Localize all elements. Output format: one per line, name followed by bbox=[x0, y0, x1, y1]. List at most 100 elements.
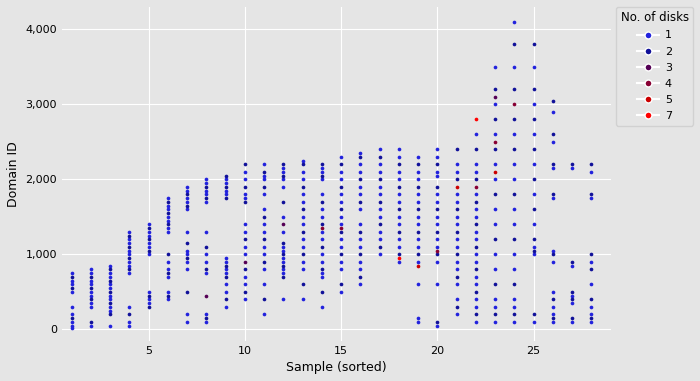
Point bbox=[432, 323, 443, 329]
Point bbox=[412, 281, 423, 287]
Point bbox=[432, 221, 443, 227]
Point bbox=[258, 236, 270, 242]
Point bbox=[412, 191, 423, 197]
Point bbox=[566, 293, 578, 299]
Point bbox=[297, 169, 308, 175]
Point bbox=[432, 169, 443, 175]
Point bbox=[489, 251, 500, 258]
Point bbox=[278, 248, 289, 254]
Point bbox=[278, 162, 289, 168]
Point bbox=[489, 131, 500, 138]
Point bbox=[451, 236, 462, 242]
Point bbox=[412, 184, 423, 190]
Point bbox=[239, 259, 251, 265]
Point bbox=[374, 244, 385, 250]
Point bbox=[316, 162, 328, 168]
Point bbox=[104, 285, 116, 291]
Point bbox=[335, 251, 346, 258]
Point bbox=[393, 251, 405, 258]
Point bbox=[470, 116, 482, 122]
Point bbox=[566, 296, 578, 303]
Point bbox=[412, 259, 423, 265]
Point bbox=[355, 221, 366, 227]
Point bbox=[355, 207, 366, 213]
Point bbox=[393, 162, 405, 168]
Point bbox=[239, 281, 251, 287]
Point bbox=[297, 266, 308, 272]
Point bbox=[239, 289, 251, 295]
Point bbox=[258, 214, 270, 220]
Point bbox=[201, 266, 212, 272]
Point bbox=[355, 244, 366, 250]
Point bbox=[470, 304, 482, 310]
Point bbox=[143, 293, 154, 299]
Point bbox=[297, 244, 308, 250]
Point bbox=[143, 289, 154, 295]
Point bbox=[220, 281, 231, 287]
Point bbox=[220, 176, 231, 182]
Point bbox=[393, 146, 405, 152]
Point bbox=[181, 187, 193, 194]
Point bbox=[489, 139, 500, 145]
Point bbox=[124, 229, 135, 235]
Point bbox=[124, 319, 135, 325]
Point bbox=[201, 319, 212, 325]
Point bbox=[432, 281, 443, 287]
Point bbox=[297, 229, 308, 235]
Point bbox=[547, 109, 559, 115]
Point bbox=[355, 154, 366, 160]
Point bbox=[566, 289, 578, 295]
Point bbox=[586, 266, 597, 272]
Point bbox=[124, 259, 135, 265]
Point bbox=[85, 300, 97, 306]
Point bbox=[181, 203, 193, 209]
Point bbox=[432, 229, 443, 235]
Point bbox=[143, 251, 154, 258]
Point bbox=[181, 311, 193, 317]
Point bbox=[239, 221, 251, 227]
Point bbox=[124, 266, 135, 272]
Point bbox=[432, 214, 443, 220]
Point bbox=[124, 304, 135, 310]
Point bbox=[489, 146, 500, 152]
Point bbox=[528, 311, 539, 317]
Point bbox=[143, 225, 154, 231]
Point bbox=[374, 169, 385, 175]
Point bbox=[509, 296, 520, 303]
Point bbox=[509, 86, 520, 93]
Point bbox=[528, 176, 539, 182]
Point bbox=[489, 101, 500, 107]
Point bbox=[278, 165, 289, 171]
Point bbox=[432, 162, 443, 168]
Point bbox=[66, 325, 77, 331]
Point bbox=[278, 263, 289, 269]
Point bbox=[470, 319, 482, 325]
Point bbox=[412, 169, 423, 175]
Point bbox=[470, 131, 482, 138]
Point bbox=[278, 244, 289, 250]
Point bbox=[470, 176, 482, 182]
Point bbox=[470, 146, 482, 152]
Point bbox=[201, 270, 212, 276]
Point bbox=[297, 236, 308, 242]
Point bbox=[316, 176, 328, 182]
Point bbox=[201, 259, 212, 265]
Point bbox=[143, 240, 154, 246]
Point bbox=[509, 281, 520, 287]
Point bbox=[278, 240, 289, 246]
Point bbox=[66, 274, 77, 280]
Point bbox=[104, 293, 116, 299]
Point bbox=[104, 263, 116, 269]
Point bbox=[470, 236, 482, 242]
Point bbox=[162, 266, 174, 272]
Point bbox=[239, 184, 251, 190]
Point bbox=[586, 191, 597, 197]
Point bbox=[412, 214, 423, 220]
Point bbox=[393, 154, 405, 160]
Point bbox=[85, 281, 97, 287]
Point bbox=[470, 281, 482, 287]
Point bbox=[489, 64, 500, 70]
Point bbox=[470, 162, 482, 168]
Point bbox=[489, 94, 500, 100]
Point bbox=[451, 244, 462, 250]
